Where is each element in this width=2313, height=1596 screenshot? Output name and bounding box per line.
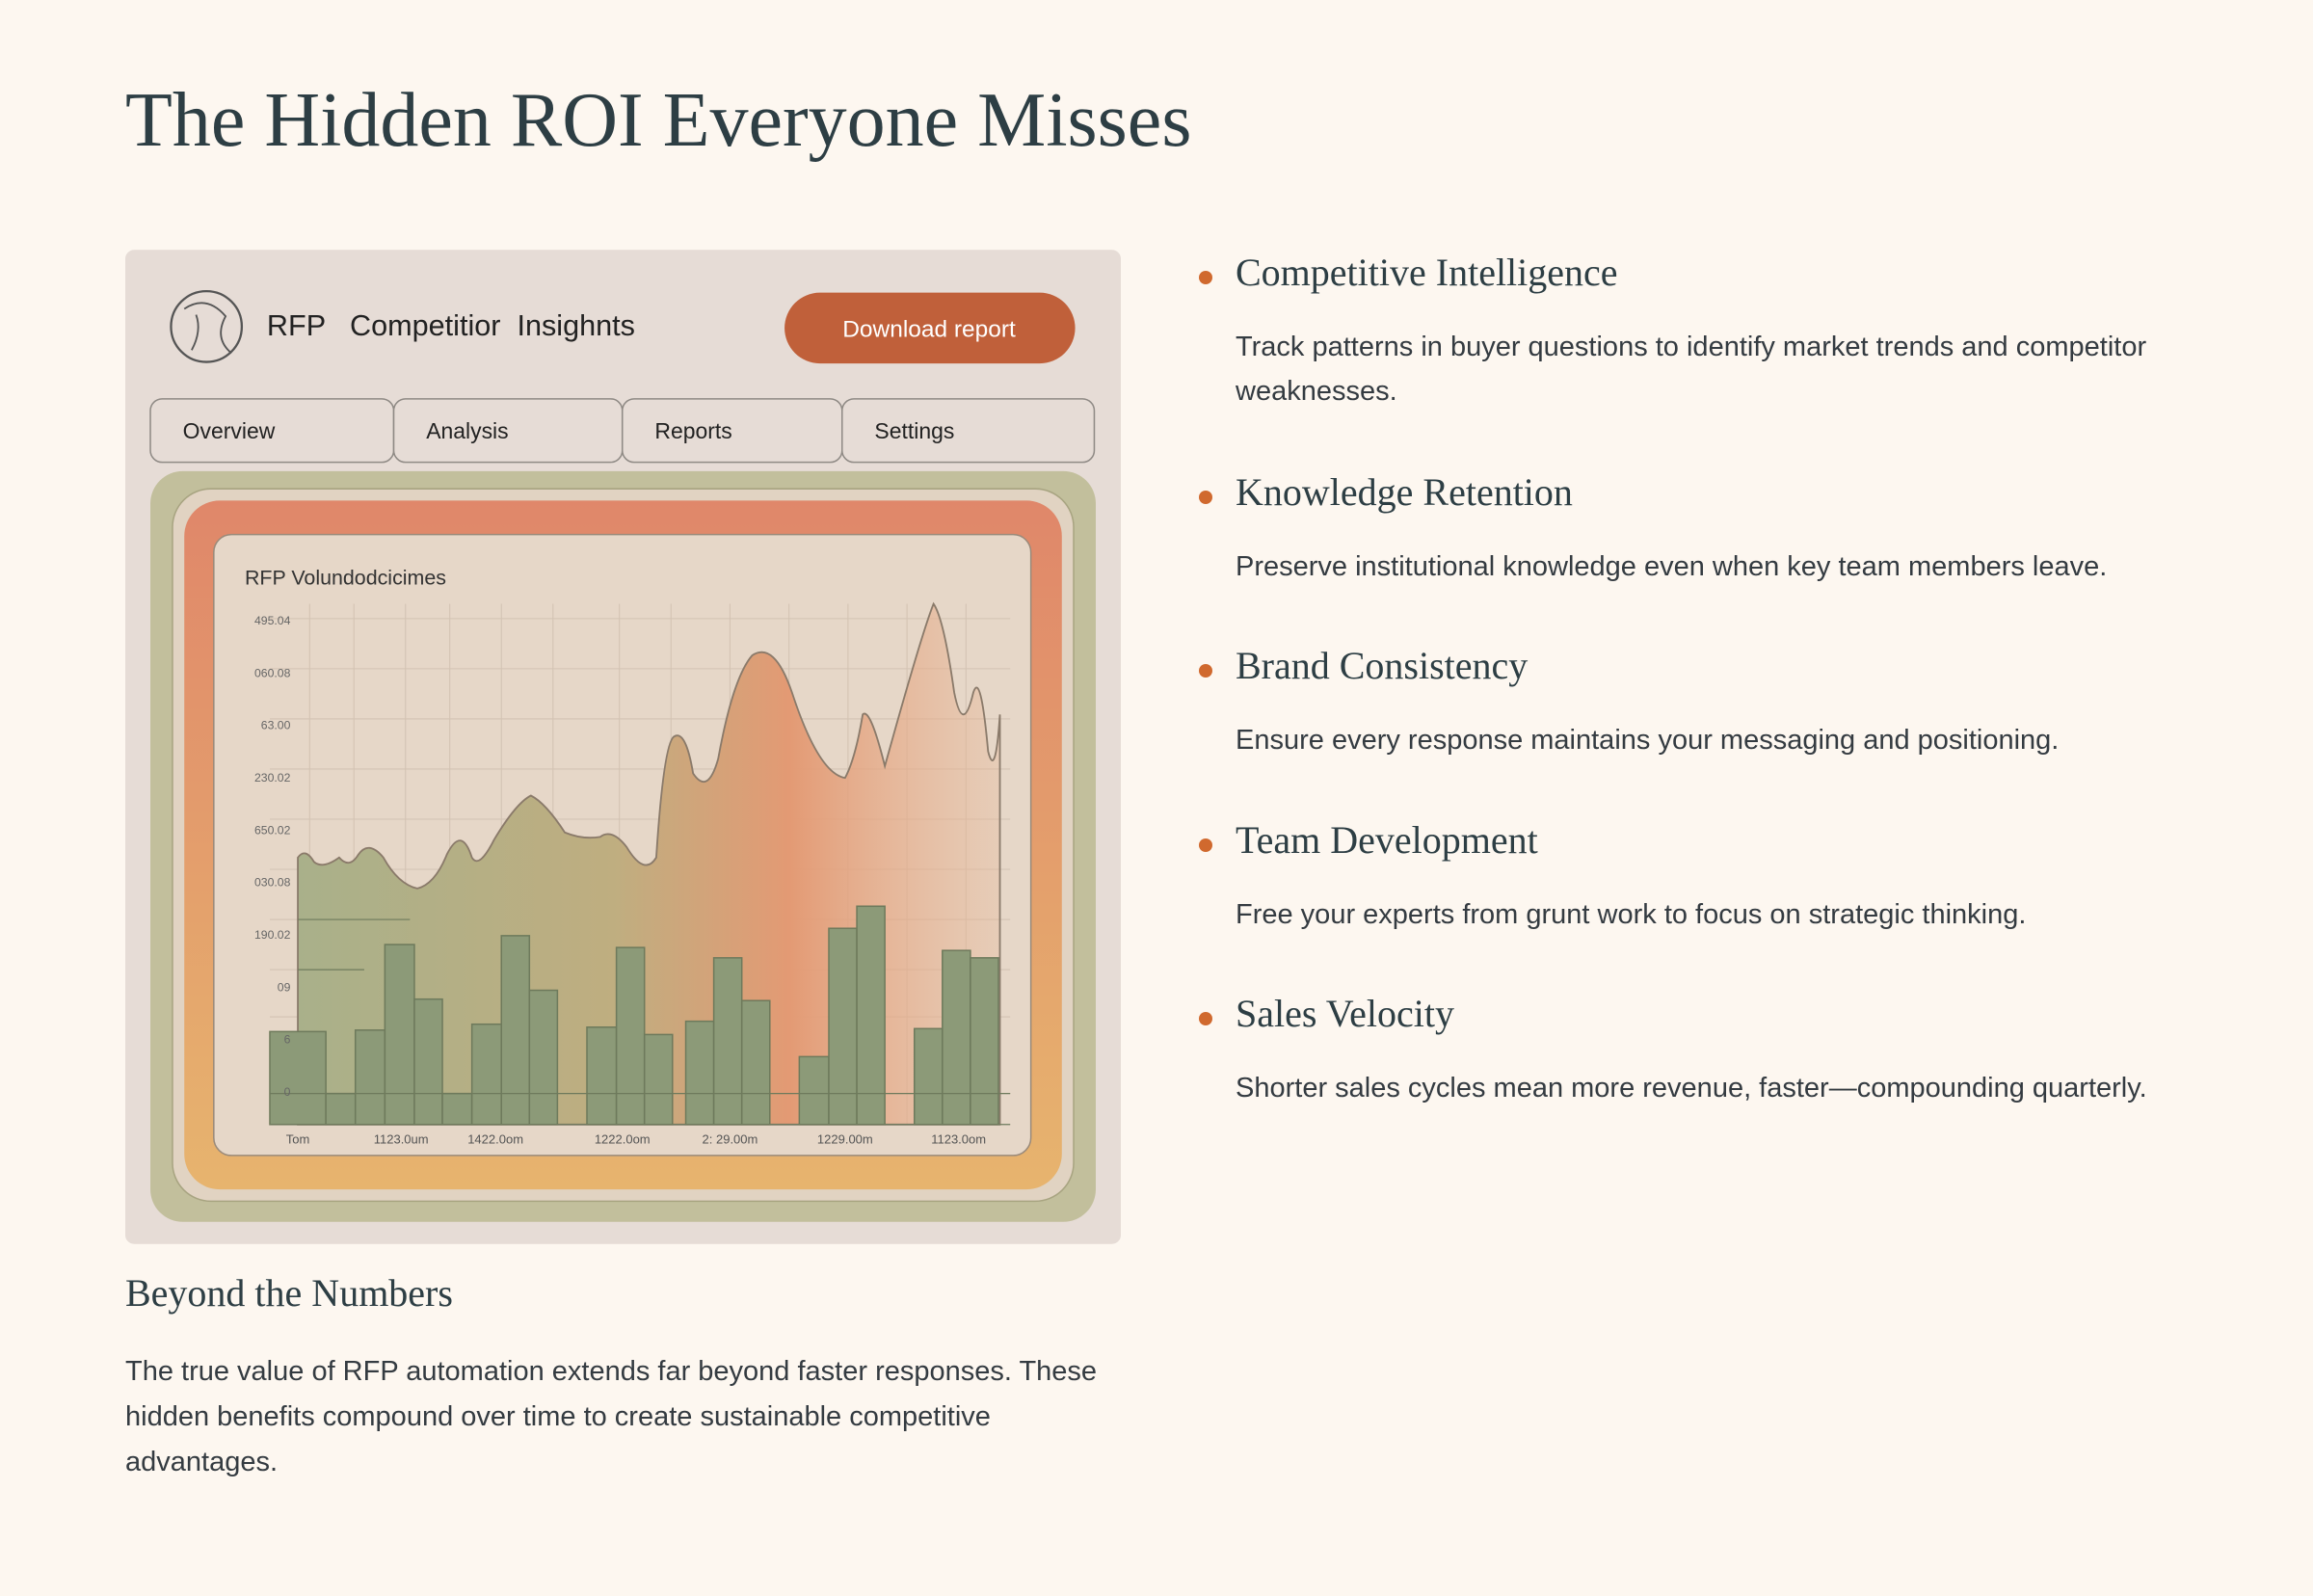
benefit-heading: Team Development xyxy=(1236,818,1538,862)
x-label: 1229.00m xyxy=(817,1132,873,1147)
tab-label[interactable]: Overview xyxy=(183,418,276,443)
x-label: 1222.0om xyxy=(595,1132,651,1147)
download-button-label[interactable]: Download report xyxy=(842,317,1016,343)
x-label: 1123.0om xyxy=(931,1132,986,1147)
tab-label[interactable]: Analysis xyxy=(426,418,508,443)
axis-lines xyxy=(269,918,1011,1126)
header-title: RFP Competitior Insighnts xyxy=(267,309,635,342)
tab[interactable] xyxy=(840,398,1096,464)
x-label: 1422.0om xyxy=(467,1132,523,1147)
benefit-text: Free your experts from grunt work to foc… xyxy=(1236,899,2027,930)
logo xyxy=(170,289,244,363)
page-title: The Hidden ROI Everyone Misses xyxy=(125,78,1192,163)
logo-mark xyxy=(183,302,232,355)
benefit-heading: Sales Velocity xyxy=(1236,992,1455,1035)
benefit-text: Ensure every response maintains your mes… xyxy=(1236,725,2060,756)
download-button[interactable] xyxy=(784,292,1076,364)
bullet xyxy=(1199,1012,1212,1025)
section-text: The true value of RFP automation extends… xyxy=(125,1356,1098,1477)
y-label: 060.08 xyxy=(254,666,291,679)
tab-label[interactable]: Reports xyxy=(654,418,731,443)
y-label: 0 xyxy=(284,1085,291,1099)
y-label: 230.02 xyxy=(254,771,291,785)
benefit-text: Preserve institutional knowledge even wh… xyxy=(1236,551,2108,582)
y-label: 495.04 xyxy=(254,614,291,627)
bullet xyxy=(1199,491,1212,504)
x-label: 1123.0um xyxy=(374,1132,429,1147)
bullet xyxy=(1199,271,1212,284)
y-label: 650.02 xyxy=(254,823,291,837)
tab-label[interactable]: Settings xyxy=(874,418,954,443)
benefit-heading: Knowledge Retention xyxy=(1236,470,1573,514)
x-label: 2: 29.00m xyxy=(703,1132,758,1147)
bullet xyxy=(1199,838,1212,852)
chart-title: RFP Volundodcicimes xyxy=(245,567,446,590)
benefit-text: Shorter sales cycles mean more revenue, … xyxy=(1236,1073,2147,1104)
y-label: 63.00 xyxy=(261,719,291,732)
bars xyxy=(269,905,999,1126)
illustration: RFP Competitior Insighnts Download repor… xyxy=(125,250,1121,1244)
benefit-heading: Competitive Intelligence xyxy=(1236,251,1618,294)
y-label: 6 xyxy=(284,1033,291,1047)
x-label: Tom xyxy=(286,1132,310,1147)
y-label: 030.08 xyxy=(254,876,291,890)
y-label: 190.02 xyxy=(254,928,291,942)
benefit-text: Track patterns in buyer questions to ide… xyxy=(1236,332,2147,407)
section-heading: Beyond the Numbers xyxy=(125,1271,453,1315)
bullet xyxy=(1199,664,1212,678)
area xyxy=(297,601,1001,1126)
y-label: 09 xyxy=(278,980,291,994)
benefit-heading: Brand Consistency xyxy=(1236,644,1529,687)
